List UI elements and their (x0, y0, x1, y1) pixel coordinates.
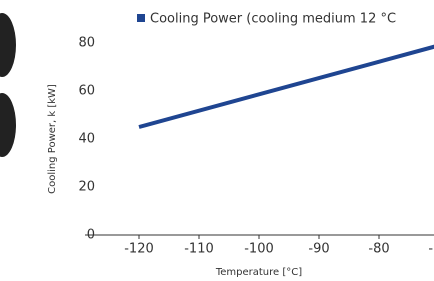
x-axis-label: Temperature [°C] (215, 267, 302, 278)
x-tick-label: -120 (124, 242, 154, 257)
x-tick-label: -70 (428, 242, 434, 257)
product-image (0, 93, 16, 157)
x-tick-label: -80 (368, 242, 389, 257)
product-image (0, 13, 16, 77)
y-tick-label: 20 (78, 180, 95, 195)
x-tick-label: -90 (308, 242, 329, 257)
y-tick-label: 60 (78, 84, 95, 99)
line-series (139, 45, 434, 127)
legend-label: Cooling Power (cooling medium 12 °C (150, 12, 396, 27)
chart: Cooling Power (cooling medium 12 °C Cool… (0, 0, 434, 281)
y-tick-label: 0 (87, 228, 95, 243)
page: Cooling Power (cooling medium 12 °C Cool… (0, 0, 434, 281)
y-tick-label: 80 (78, 36, 95, 51)
legend-swatch (137, 14, 145, 22)
y-axis-label: Cooling Power, k [kW] (47, 84, 58, 194)
x-tick-label: -110 (184, 242, 214, 257)
x-tick-label: -100 (244, 242, 274, 257)
y-tick-label: 40 (78, 132, 95, 147)
